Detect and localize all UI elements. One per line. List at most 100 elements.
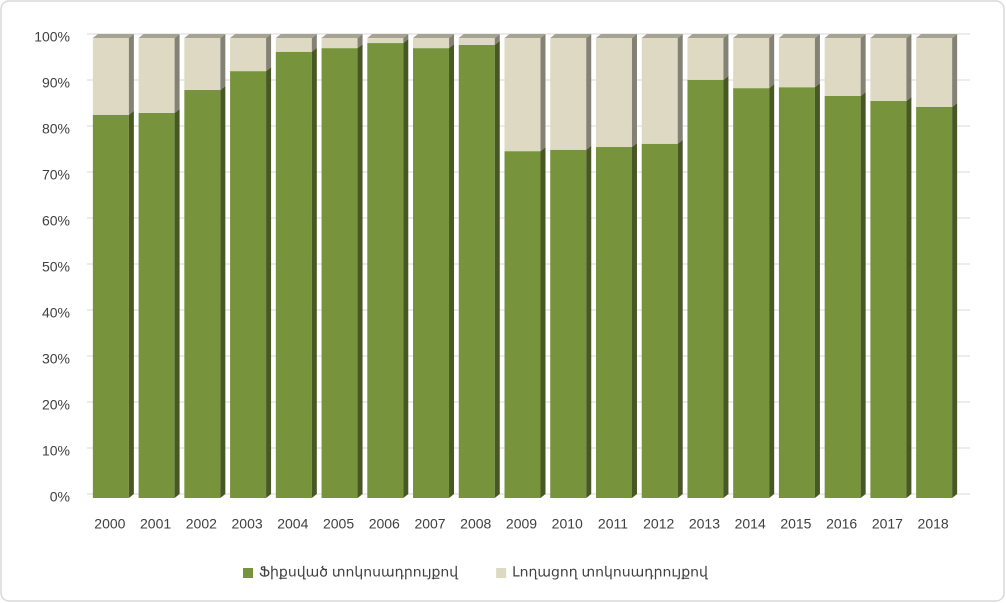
- bar-top: [458, 34, 500, 38]
- bar-side: [586, 34, 592, 150]
- bar-segment: [824, 38, 861, 96]
- bar-side: [723, 34, 729, 80]
- bar-top: [413, 34, 455, 38]
- bar-side: [128, 110, 134, 498]
- bar-side: [952, 103, 958, 498]
- x-tick-label: 2016: [826, 516, 857, 532]
- bar-segment: [321, 38, 358, 49]
- bar-side: [266, 34, 272, 72]
- x-tick-label: 2001: [140, 516, 171, 532]
- bar-side: [403, 39, 409, 499]
- legend-label: Լողացող տոկոսադրույքով: [512, 564, 709, 580]
- bar-segment: [504, 38, 541, 152]
- bar-segment: [138, 38, 175, 113]
- bar-segment: [321, 48, 358, 499]
- bar-side: [449, 44, 455, 499]
- bar-top: [870, 34, 912, 38]
- bar-segment: [778, 38, 815, 88]
- bar-side: [769, 34, 775, 89]
- x-tick-label: 2013: [689, 516, 720, 532]
- bar-side: [860, 34, 866, 96]
- x-tick-label: 2012: [643, 516, 674, 532]
- y-tick-label: 50%: [42, 259, 70, 275]
- bar-top: [916, 34, 958, 38]
- bar-side: [540, 147, 546, 498]
- bar-side: [677, 34, 683, 144]
- bar-segment: [641, 38, 678, 144]
- bar-side: [814, 34, 820, 88]
- bar-segment: [687, 38, 724, 80]
- bar-segment: [458, 44, 495, 499]
- bar-segment: [916, 38, 953, 107]
- bar-segment: [367, 43, 404, 499]
- bar-top: [275, 34, 317, 38]
- bar-side: [860, 91, 866, 499]
- bar-top: [595, 34, 637, 38]
- x-tick-label: 2010: [552, 516, 583, 532]
- bar-segment: [641, 143, 678, 499]
- bar-side: [494, 34, 500, 45]
- bar-top: [824, 34, 866, 38]
- bar-side: [631, 143, 637, 498]
- bar-segment: [275, 38, 312, 52]
- legend-swatch: [243, 568, 253, 578]
- bar-segment: [778, 87, 815, 498]
- y-tick-label: 10%: [42, 443, 70, 459]
- x-tick-label: 2003: [232, 516, 263, 532]
- bar-segment: [275, 51, 312, 499]
- bar-segment: [92, 114, 129, 498]
- x-tick-label: 2018: [918, 516, 949, 532]
- legend-label: Ֆիքսված տոկոսադրույքով: [259, 564, 459, 580]
- bar-top: [92, 34, 134, 38]
- bar-segment: [138, 112, 175, 498]
- bar-side: [677, 139, 683, 499]
- bar-segment: [733, 38, 770, 89]
- x-tick-label: 2011: [598, 516, 628, 532]
- bar-segment: [916, 107, 953, 498]
- bar-side: [952, 34, 958, 107]
- bar-segment: [92, 38, 129, 115]
- bar-side: [128, 34, 134, 115]
- x-tick-label: 2005: [323, 516, 354, 532]
- bar-segment: [595, 147, 632, 498]
- bar-side: [814, 83, 820, 498]
- y-tick-label: 40%: [42, 305, 70, 321]
- y-tick-label: 60%: [42, 213, 70, 229]
- bar-side: [403, 34, 409, 44]
- bar-segment: [733, 88, 770, 498]
- bar-side: [906, 97, 912, 499]
- x-tick-label: 2008: [460, 516, 491, 532]
- bar-segment: [230, 38, 267, 72]
- x-tick-label: 2014: [735, 516, 766, 532]
- x-tick-label: 2009: [506, 516, 537, 532]
- bar-side: [769, 84, 775, 498]
- y-tick-label: 80%: [42, 121, 70, 137]
- bar-side: [540, 34, 546, 152]
- bar-side: [449, 34, 455, 49]
- bar-side: [311, 34, 317, 52]
- bar-side: [220, 34, 226, 90]
- bar-top: [687, 34, 729, 38]
- bar-top: [641, 34, 683, 38]
- y-tick-label: 100%: [34, 29, 70, 45]
- bar-segment: [870, 101, 907, 499]
- y-tick-label: 90%: [42, 75, 70, 91]
- x-tick-label: 2002: [186, 516, 217, 532]
- x-tick-label: 2007: [414, 516, 445, 532]
- y-tick-label: 30%: [42, 351, 70, 367]
- bar-top: [321, 34, 363, 38]
- x-tick-label: 2004: [277, 516, 308, 532]
- bar-side: [357, 34, 363, 49]
- bar-segment: [458, 38, 495, 45]
- bar-side: [906, 34, 912, 102]
- bar-side: [174, 34, 180, 113]
- bar-segment: [504, 151, 541, 498]
- bar-segment: [687, 79, 724, 499]
- y-tick-label: 70%: [42, 167, 70, 183]
- bar-top: [778, 34, 820, 38]
- bar-top: [138, 34, 180, 38]
- bar-segment: [367, 38, 404, 44]
- bar-segment: [413, 48, 450, 499]
- bar-segment: [184, 38, 221, 90]
- bar-segment: [184, 89, 221, 498]
